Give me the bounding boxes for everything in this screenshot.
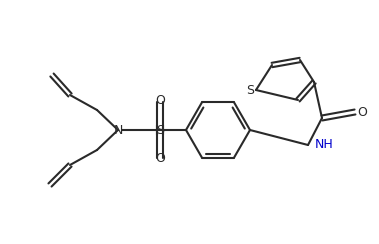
Text: O: O bbox=[357, 105, 367, 119]
Text: N: N bbox=[113, 123, 123, 136]
Text: O: O bbox=[155, 94, 165, 108]
Text: S: S bbox=[246, 83, 254, 96]
Text: NH: NH bbox=[315, 139, 334, 152]
Text: S: S bbox=[156, 123, 164, 136]
Text: O: O bbox=[155, 152, 165, 165]
